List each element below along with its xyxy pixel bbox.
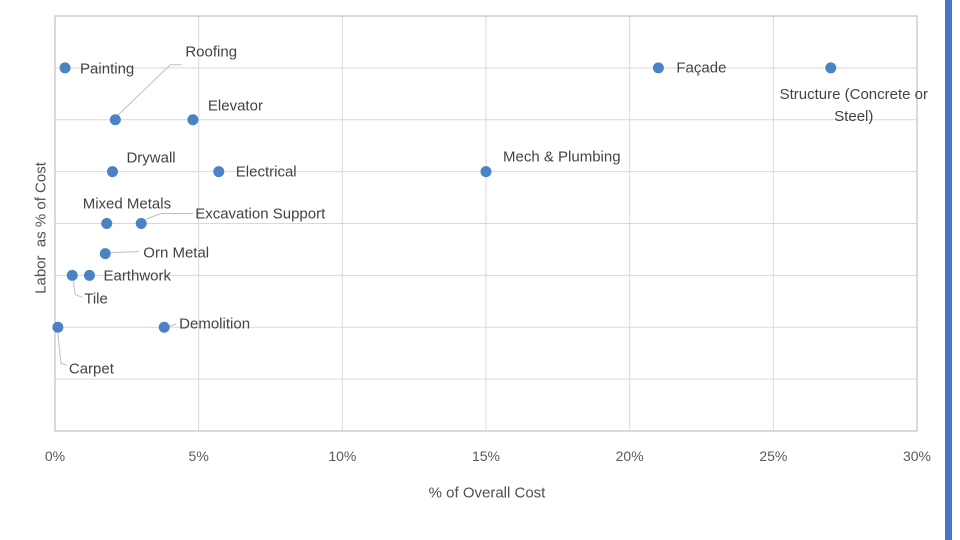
leader-line-tile <box>72 281 83 298</box>
y-axis-title: Labor as % of Cost <box>32 162 50 294</box>
data-point-mixed-metals[interactable] <box>101 218 113 229</box>
plot-border <box>54 15 918 432</box>
point-label-earthwork: Earthwork <box>103 267 171 285</box>
x-tick-label-10: 10% <box>328 448 357 464</box>
point-label-mixed-metals: Mixed Metals <box>82 195 172 212</box>
point-label-tile: Tile <box>84 290 108 308</box>
data-point-painting[interactable] <box>59 62 71 74</box>
data-point-mech-plumbing[interactable] <box>480 166 492 178</box>
point-label-orn-metal: Orn Metal <box>143 244 210 262</box>
point-label-electrical: Electrical <box>235 163 297 181</box>
leader-line-roofing <box>116 64 182 117</box>
leader-line-carpet <box>57 333 68 366</box>
point-label-fa-ade: Façade <box>676 59 727 77</box>
data-point-elevator[interactable] <box>187 114 199 126</box>
data-point-electrical[interactable] <box>213 166 225 178</box>
leader-line-excavation-support <box>145 213 194 220</box>
x-tick-label-5: 5% <box>188 448 209 464</box>
x-tick-label-25: 25% <box>759 448 788 464</box>
point-label-excavation-support: Excavation Support <box>195 205 326 222</box>
data-point-structure-concrete-or-steel[interactable] <box>825 62 837 74</box>
leader-line-demolition <box>169 323 177 327</box>
point-label-drywall: Drywall <box>126 149 176 167</box>
x-tick-label-15: 15% <box>471 448 501 464</box>
leader-line-orn-metal <box>111 251 140 254</box>
data-point-roofing[interactable] <box>109 114 121 126</box>
data-point-carpet[interactable] <box>52 321 64 333</box>
point-label-mech-plumbing: Mech & Plumbing <box>503 148 621 166</box>
point-label-carpet: Carpet <box>68 360 114 378</box>
data-point-drywall[interactable] <box>106 166 118 178</box>
x-tick-label-20: 20% <box>615 448 644 464</box>
data-point-earthwork[interactable] <box>83 269 95 281</box>
point-label-structure-concrete-or-steel: Structure (Concrete or Steel) <box>779 85 928 125</box>
data-point-excavation-support[interactable] <box>135 218 147 229</box>
data-point-fa-ade[interactable] <box>652 62 664 74</box>
x-tick-label-0: 0% <box>44 448 66 464</box>
point-label-painting: Painting <box>80 60 135 78</box>
x-axis-title: % of Overall Cost <box>428 484 546 502</box>
point-label-demolition: Demolition <box>179 315 251 333</box>
x-tick-label-30: 30% <box>902 448 932 464</box>
point-label-elevator: Elevator <box>207 97 263 115</box>
page-right-border <box>945 0 952 540</box>
point-label-roofing: Roofing <box>185 43 238 61</box>
data-point-tile[interactable] <box>66 269 78 281</box>
data-point-demolition[interactable] <box>158 321 170 333</box>
data-point-orn-metal[interactable] <box>99 248 111 260</box>
